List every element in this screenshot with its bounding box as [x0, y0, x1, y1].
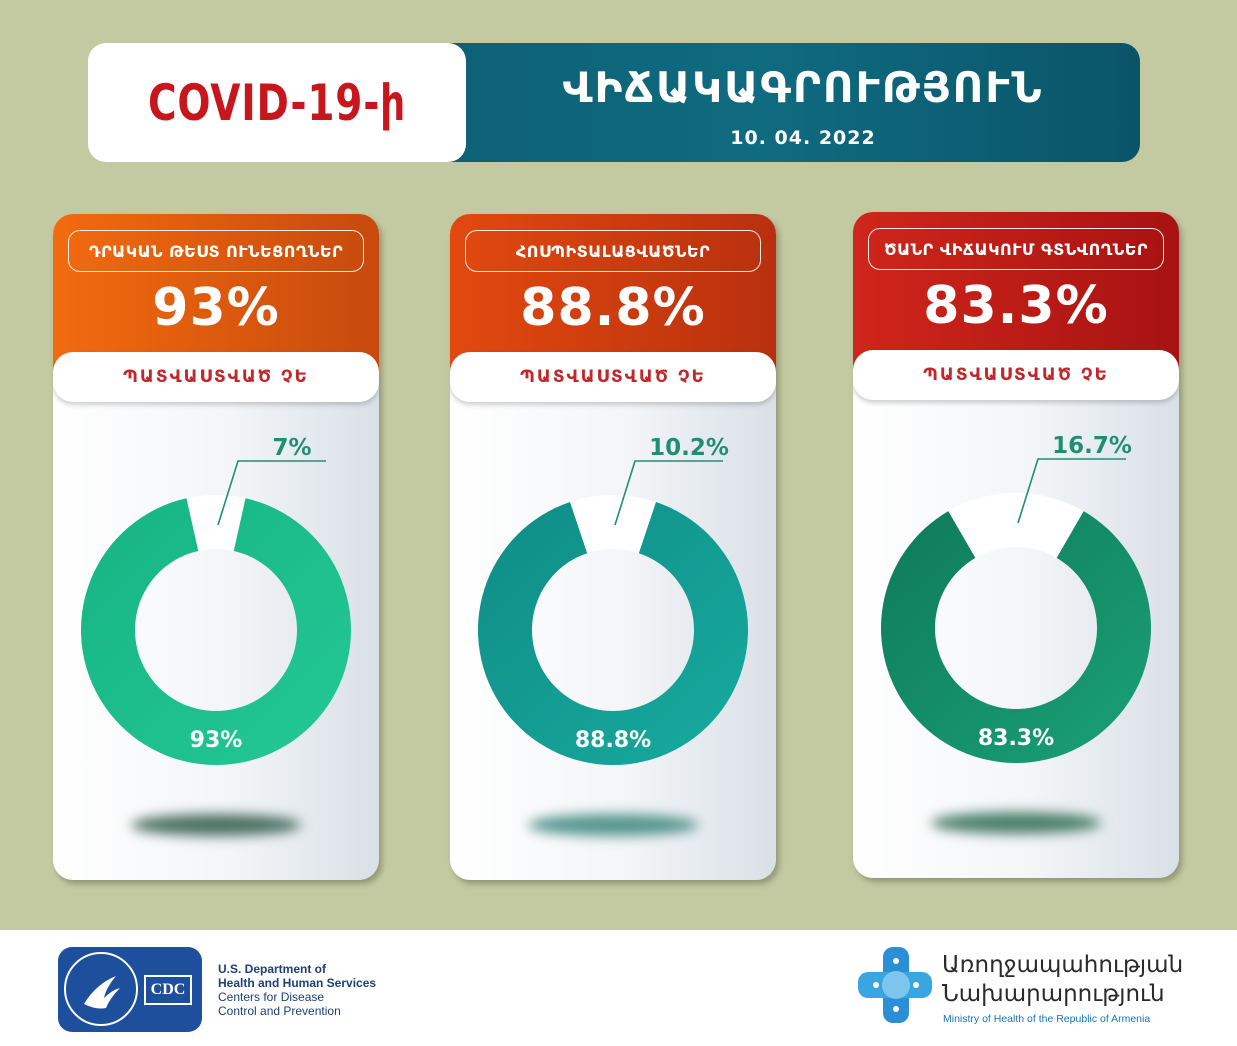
minor-slice-label: 10.2% [649, 435, 729, 461]
donut-shadow [528, 814, 698, 836]
footer: CDC U.S. Department of Health and Human … [0, 930, 1237, 1046]
page-title: ՎԻՃԱԿԱԳՐՈՒԹՅՈՒՆ [562, 63, 1044, 112]
hhs-cdc-logo: CDC [58, 947, 202, 1032]
hhs-line: Health and Human Services [218, 976, 377, 990]
cdc-line: Centers for Disease [218, 990, 325, 1004]
card-label: ԴՐԱԿԱՆ ԹԵՍՏ ՈՒՆԵՑՈՂՆԵՐ [68, 230, 364, 272]
header-banner: COVID-19-ի ՎԻՃԱԿԱԳՐՈՒԹՅՈՒՆ 10. 04. 2022 [88, 43, 1140, 162]
cdc-mark: CDC [144, 975, 192, 1005]
card-percent: 88.8% [520, 278, 706, 338]
hhs-line: U.S. Department of [218, 962, 327, 976]
card-header [450, 214, 776, 374]
leader-line [614, 460, 723, 526]
stat-card-severe-condition: ԾԱՆՐ ՎԻՃԱԿՈՒՄ ԳՏՆՎՈՂՆԵՐ 83.3% ՊԱՏՎԱՍՏՎԱԾ… [853, 212, 1179, 878]
leader-line [1017, 458, 1126, 524]
donut-chart: 10.2% 88.8% [478, 435, 748, 765]
banner-label-panel [88, 43, 466, 162]
donut-chart: 7% 93% [80, 435, 351, 766]
report-date: 10. 04. 2022 [730, 127, 876, 149]
hhs-eagle-icon [64, 952, 138, 1026]
donut-slice-other [186, 495, 246, 551]
donut-slice-other [948, 493, 1084, 558]
cdc-line: Control and Prevention [218, 1004, 341, 1018]
minor-slice-label: 16.7% [1052, 433, 1132, 459]
stat-card-positive-tests: ԴՐԱԿԱՆ ԹԵՍՏ ՈՒՆԵՑՈՂՆԵՐ 93% ՊԱՏՎԱՍՏՎԱԾ ՉԵ… [53, 214, 379, 880]
donut-shadow [931, 812, 1101, 834]
donut-slice-other [570, 495, 656, 554]
donut-chart: 16.7% 83.3% [881, 433, 1151, 763]
donut-slice-unvaccinated [478, 502, 748, 765]
donut-shadow [131, 814, 301, 836]
ministry-name: Նախարարություն [942, 981, 1165, 1007]
unvaccinated-pill: ՊԱՏՎԱՍՏՎԱԾ ՉԵ [450, 352, 776, 402]
ministry-name-english: Ministry of Health of the Republic of Ar… [943, 1013, 1151, 1025]
major-slice-label: 83.3% [978, 726, 1054, 751]
minor-slice-label: 7% [272, 435, 311, 461]
ministry-cross-icon [858, 947, 932, 1023]
card-percent: 93% [152, 278, 280, 338]
covid-label: COVID-19-ի [147, 73, 407, 132]
hhs-text: U.S. Department of Health and Human Serv… [218, 962, 376, 1018]
donut-slice-unvaccinated [80, 498, 351, 766]
card-label: ՀՈՍՊԻՏԱԼԱՑՎԱԾՆԵՐ [465, 230, 761, 272]
card-percent: 83.3% [923, 276, 1109, 336]
card-label: ԾԱՆՐ ՎԻՃԱԿՈՒՄ ԳՏՆՎՈՂՆԵՐ [868, 228, 1164, 270]
banner-title-panel [388, 43, 1140, 162]
unvaccinated-pill: ՊԱՏՎԱՍՏՎԱԾ ՉԵ [53, 352, 379, 402]
card-header [53, 214, 379, 374]
major-slice-label: 93% [190, 728, 243, 753]
ministry-name: Առողջապահության [942, 952, 1184, 978]
unvaccinated-pill: ՊԱՏՎԱՍՏՎԱԾ ՉԵ [853, 350, 1179, 400]
donut-slice-unvaccinated [881, 511, 1151, 763]
card-header [853, 212, 1179, 372]
stat-card-hospitalized: ՀՈՍՊԻՏԱԼԱՑՎԱԾՆԵՐ 88.8% ՊԱՏՎԱՍՏՎԱԾ ՉԵ 10.… [450, 214, 776, 880]
leader-line [217, 460, 326, 526]
major-slice-label: 88.8% [575, 728, 651, 753]
